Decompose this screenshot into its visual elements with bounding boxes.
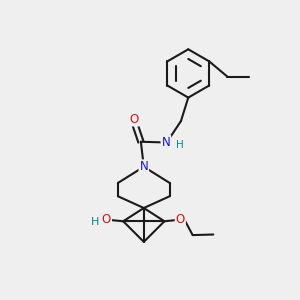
Text: N: N xyxy=(140,160,148,173)
Text: H: H xyxy=(91,217,100,227)
Text: O: O xyxy=(102,213,111,226)
Text: O: O xyxy=(176,213,185,226)
Text: N: N xyxy=(161,136,170,149)
Text: O: O xyxy=(130,112,139,126)
Text: H: H xyxy=(176,140,184,150)
